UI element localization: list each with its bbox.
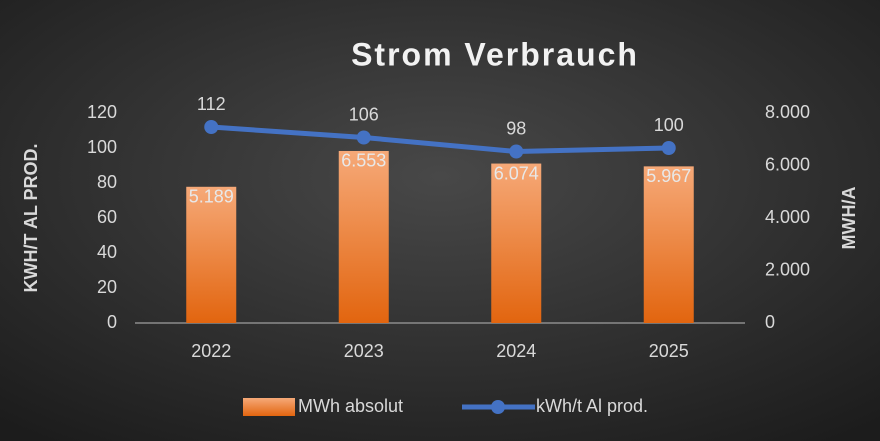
line-value-label: 100 [654,115,684,135]
y-tick-label: 120 [87,102,117,122]
y-tick-label: 100 [87,137,117,157]
y-tick-label: 20 [97,277,117,297]
chart-title: Strom Verbrauch [351,36,639,72]
line-value-label: 98 [506,118,526,138]
y-axis-title: KWH/T AL PROD. [21,144,41,293]
line-value-label: 112 [197,94,226,114]
x-tick-label: 2022 [191,341,231,361]
x-tick-label: 2024 [496,341,536,361]
y2-tick-label: 0 [765,312,775,332]
y2-tick-label: 8.000 [765,102,810,122]
legend-swatch [243,398,295,416]
bar [643,166,694,323]
line-marker [661,141,676,155]
bar-value-label: 5.189 [189,187,234,207]
legend-label: kWh/t Al prod. [536,396,648,416]
line-marker [204,120,219,134]
x-tick-label: 2025 [649,341,689,361]
line-value-label: 106 [349,104,379,124]
y2-tick-label: 4.000 [765,207,810,227]
line-marker [509,144,524,159]
bar [338,150,389,323]
y-tick-label: 80 [97,172,117,192]
line-marker [356,130,371,145]
y2-tick-label: 6.000 [765,154,810,174]
bar-value-label: 6.553 [341,151,386,171]
legend-marker [491,400,505,414]
y2-tick-label: 2.000 [765,259,810,279]
legend-label: MWh absolut [298,396,403,416]
bar [491,163,542,323]
y-tick-label: 40 [97,242,117,262]
bar-value-label: 5.967 [646,166,691,186]
line [211,124,669,154]
bar-value-label: 6.074 [494,163,539,183]
y-tick-label: 60 [97,207,117,227]
bar [186,186,237,323]
y2-axis-title: MWH/A [839,187,859,250]
x-tick-label: 2023 [344,341,384,361]
y-tick-label: 0 [107,312,117,332]
